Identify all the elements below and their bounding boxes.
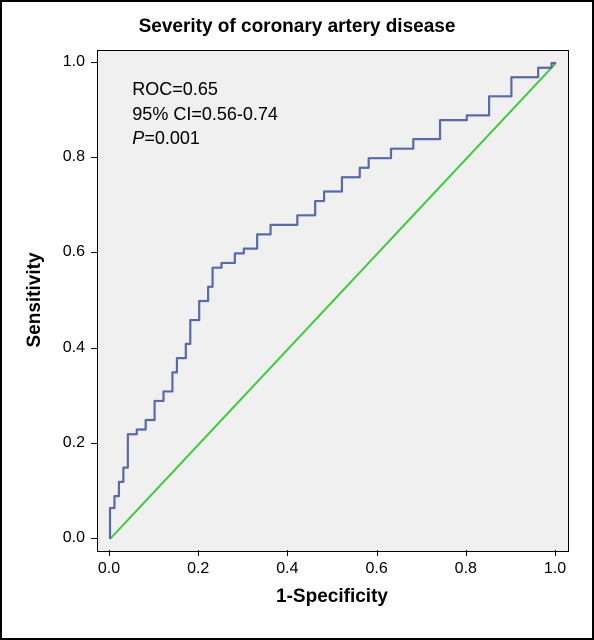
x-tick [287, 550, 288, 556]
y-tick [91, 157, 97, 158]
y-axis-label: Sensitivity [24, 252, 46, 347]
annot-ci: 95% CI=0.56-0.74 [132, 102, 278, 126]
x-tick [109, 550, 110, 556]
plot-area: ROC=0.65 95% CI=0.56-0.74 P=0.001 [97, 50, 569, 552]
chart-frame: Severity of coronary artery disease ROC=… [0, 0, 594, 640]
chart-title: Severity of coronary artery disease [2, 16, 592, 38]
x-tick [198, 550, 199, 556]
y-tick [91, 348, 97, 349]
y-tick-label: 0.6 [53, 243, 85, 261]
y-tick-label: 1.0 [53, 53, 85, 71]
y-tick-label: 0.8 [53, 148, 85, 166]
x-tick-label: 0.4 [276, 560, 298, 578]
annot-roc: ROC=0.65 [132, 77, 278, 101]
x-tick [466, 550, 467, 556]
x-tick-label: 1.0 [544, 560, 566, 578]
annot-p: P=0.001 [132, 126, 278, 150]
stats-annotation: ROC=0.65 95% CI=0.56-0.74 P=0.001 [132, 77, 278, 150]
annot-p-prefix: P [132, 128, 144, 148]
y-tick [91, 62, 97, 63]
x-tick-label: 0.2 [187, 560, 209, 578]
y-tick [91, 252, 97, 253]
y-tick [91, 443, 97, 444]
annot-p-rest: =0.001 [144, 128, 200, 148]
x-tick-label: 0.0 [98, 560, 120, 578]
y-tick [91, 538, 97, 539]
x-tick-label: 0.6 [365, 560, 387, 578]
x-tick [555, 550, 556, 556]
y-tick-label: 0.0 [53, 529, 85, 547]
x-tick [377, 550, 378, 556]
y-tick-label: 0.2 [53, 434, 85, 452]
x-axis-label: 1-Specificity [97, 586, 567, 608]
y-tick-label: 0.4 [53, 339, 85, 357]
x-tick-label: 0.8 [455, 560, 477, 578]
